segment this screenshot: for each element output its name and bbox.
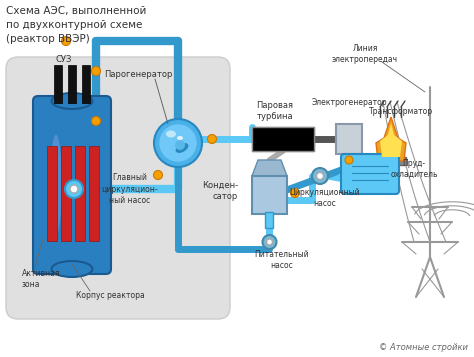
Bar [47, 146, 57, 241]
Bar [286, 127, 293, 151]
Text: Электрогенератор: Электрогенератор [311, 97, 387, 106]
Circle shape [263, 235, 276, 249]
Bar [259, 127, 266, 151]
Ellipse shape [50, 135, 62, 235]
Bar [265, 212, 273, 228]
Polygon shape [380, 123, 402, 157]
Circle shape [317, 172, 323, 180]
Text: Парогенератор: Парогенератор [104, 70, 172, 79]
Bar [266, 127, 273, 151]
Text: Циркуляционный
насос: Циркуляционный насос [290, 188, 360, 208]
Circle shape [175, 140, 185, 150]
Ellipse shape [52, 93, 92, 109]
Ellipse shape [166, 131, 176, 137]
Text: Схема АЭС, выполненной
по двухконтурной схеме
(реактор ВВЭР): Схема АЭС, выполненной по двухконтурной … [6, 6, 146, 44]
Circle shape [70, 185, 78, 193]
Circle shape [312, 168, 328, 184]
Text: СУЗ: СУЗ [56, 55, 72, 64]
Text: Паровая
турбина: Паровая турбина [256, 101, 293, 121]
Ellipse shape [52, 261, 92, 277]
Text: Линия
электропередач: Линия электропередач [332, 44, 398, 64]
Text: Пруд-
охладитель: Пруд- охладитель [390, 159, 438, 179]
Circle shape [154, 119, 202, 167]
Text: © Атомные стройки: © Атомные стройки [379, 343, 468, 352]
Circle shape [159, 124, 197, 162]
Bar [376, 157, 406, 165]
Text: Корпус реактора: Корпус реактора [76, 291, 145, 300]
Bar [252, 127, 314, 151]
Circle shape [266, 239, 273, 245]
Bar [252, 127, 314, 151]
Circle shape [62, 36, 71, 45]
Bar [252, 176, 287, 214]
Text: Питательный
насос: Питательный насос [254, 250, 309, 270]
Bar [336, 124, 362, 154]
Text: Активная
зона: Активная зона [22, 269, 61, 289]
Circle shape [91, 116, 100, 126]
Bar [280, 127, 286, 151]
FancyBboxPatch shape [33, 96, 111, 274]
Bar [61, 146, 71, 241]
Circle shape [208, 135, 217, 144]
Polygon shape [376, 117, 406, 161]
Text: Конден-
сатор: Конден- сатор [202, 181, 238, 201]
Bar [75, 146, 85, 241]
Ellipse shape [175, 143, 188, 153]
Bar [54, 65, 62, 103]
Bar [89, 146, 99, 241]
Circle shape [65, 180, 83, 198]
Bar [82, 65, 90, 103]
Bar [252, 127, 259, 151]
Bar [300, 127, 307, 151]
Bar [307, 127, 314, 151]
Circle shape [91, 66, 100, 75]
Ellipse shape [177, 136, 183, 140]
Circle shape [154, 171, 163, 180]
Text: Трансформатор: Трансформатор [369, 106, 433, 116]
Polygon shape [252, 160, 287, 176]
FancyBboxPatch shape [6, 57, 230, 319]
Bar [293, 127, 300, 151]
Text: Главный
циркуляцион-
ный насос: Главный циркуляцион- ный насос [102, 174, 158, 205]
Bar [273, 127, 280, 151]
FancyBboxPatch shape [341, 154, 399, 194]
Circle shape [291, 188, 300, 197]
Circle shape [345, 156, 353, 164]
Bar [68, 65, 76, 103]
